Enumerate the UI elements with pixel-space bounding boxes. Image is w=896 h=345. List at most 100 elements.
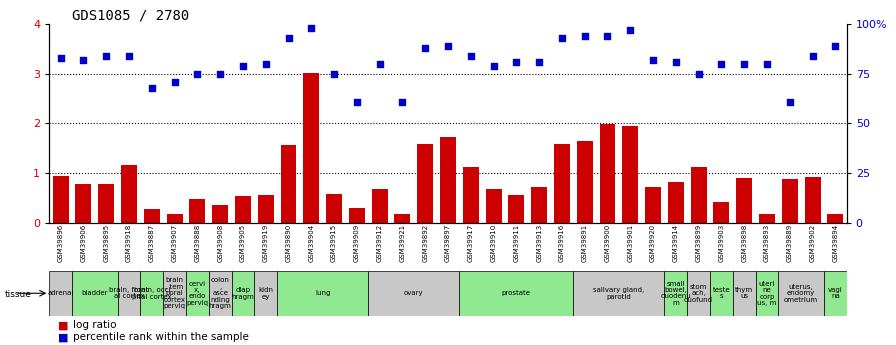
Point — [532, 59, 547, 65]
Text: percentile rank within the sample: percentile rank within the sample — [73, 332, 249, 342]
Text: GDS1085 / 2780: GDS1085 / 2780 — [72, 9, 189, 23]
Text: brain, occi
pital cortex: brain, occi pital cortex — [132, 287, 172, 299]
Point — [692, 71, 706, 77]
Point — [760, 61, 774, 67]
Text: cervi
x,
endo
perviq: cervi x, endo perviq — [186, 280, 209, 306]
FancyBboxPatch shape — [573, 271, 665, 316]
Bar — [121, 165, 137, 223]
FancyBboxPatch shape — [141, 271, 163, 316]
Text: GSM39888: GSM39888 — [194, 224, 201, 262]
Text: GSM39916: GSM39916 — [559, 224, 564, 262]
FancyBboxPatch shape — [687, 271, 710, 316]
Text: GSM39901: GSM39901 — [627, 224, 633, 262]
Text: GSM39895: GSM39895 — [103, 224, 109, 262]
Point — [327, 71, 341, 77]
Text: GSM39896: GSM39896 — [57, 224, 64, 262]
Bar — [326, 194, 342, 223]
Text: GSM39914: GSM39914 — [673, 224, 679, 262]
Text: GSM39921: GSM39921 — [400, 224, 405, 262]
Point — [806, 53, 820, 59]
Point — [623, 27, 637, 33]
Bar — [75, 184, 91, 223]
FancyBboxPatch shape — [209, 271, 231, 316]
Text: GSM39889: GSM39889 — [787, 224, 793, 262]
Text: log ratio: log ratio — [73, 320, 117, 330]
Bar — [737, 178, 752, 223]
Text: GSM39919: GSM39919 — [263, 224, 269, 262]
Text: GSM39892: GSM39892 — [422, 224, 428, 262]
Text: diap
hragm: diap hragm — [231, 287, 254, 299]
Text: GSM39903: GSM39903 — [719, 224, 724, 262]
Point — [828, 43, 842, 49]
Text: GSM39897: GSM39897 — [445, 224, 451, 262]
Text: salivary gland,
parotid: salivary gland, parotid — [593, 287, 644, 299]
FancyBboxPatch shape — [368, 271, 460, 316]
Text: GSM39904: GSM39904 — [308, 224, 314, 262]
FancyBboxPatch shape — [254, 271, 277, 316]
Text: kidn
ey: kidn ey — [258, 287, 273, 299]
Bar — [418, 144, 433, 223]
Point — [463, 53, 478, 59]
Text: GSM39912: GSM39912 — [376, 224, 383, 262]
FancyBboxPatch shape — [117, 271, 141, 316]
Text: vagi
na: vagi na — [828, 287, 843, 299]
Text: thym
us: thym us — [735, 287, 754, 299]
FancyBboxPatch shape — [72, 271, 117, 316]
Text: GSM39917: GSM39917 — [468, 224, 474, 262]
Bar — [258, 195, 273, 223]
FancyBboxPatch shape — [231, 271, 254, 316]
Text: GSM39915: GSM39915 — [332, 224, 337, 262]
Point — [281, 35, 296, 41]
Bar — [599, 124, 616, 223]
Point — [441, 43, 455, 49]
Text: GSM39887: GSM39887 — [149, 224, 155, 262]
Text: adrenal: adrenal — [47, 290, 73, 296]
Text: GSM39906: GSM39906 — [81, 224, 86, 262]
Text: brain
, tem
poral
cortex
perviq: brain , tem poral cortex perviq — [164, 277, 185, 309]
Bar — [805, 177, 821, 223]
Bar — [713, 202, 729, 223]
FancyBboxPatch shape — [710, 271, 733, 316]
Text: lung: lung — [315, 290, 331, 296]
Bar — [531, 187, 547, 223]
Bar — [235, 196, 251, 223]
Bar — [394, 214, 410, 223]
Point — [99, 53, 114, 59]
Bar — [782, 179, 797, 223]
Bar — [623, 126, 638, 223]
Text: tissue: tissue — [4, 290, 31, 299]
Text: GSM39907: GSM39907 — [172, 224, 177, 262]
Point — [54, 55, 68, 61]
Bar — [508, 195, 524, 223]
Point — [395, 99, 409, 104]
Bar — [304, 73, 319, 223]
Text: GSM39900: GSM39900 — [605, 224, 610, 262]
Text: GSM39905: GSM39905 — [240, 224, 246, 262]
Text: bladder: bladder — [82, 290, 108, 296]
Point — [259, 61, 273, 67]
Text: small
bowel,
duodenu
m: small bowel, duodenu m — [660, 280, 691, 306]
Bar — [645, 187, 661, 223]
FancyBboxPatch shape — [186, 271, 209, 316]
Text: GSM39909: GSM39909 — [354, 224, 360, 262]
FancyBboxPatch shape — [824, 271, 847, 316]
FancyBboxPatch shape — [779, 271, 824, 316]
Text: ■: ■ — [58, 320, 69, 330]
Text: stom
ach,
duofund: stom ach, duofund — [685, 284, 713, 303]
Text: GSM39893: GSM39893 — [764, 224, 770, 262]
Point — [168, 79, 182, 85]
FancyBboxPatch shape — [733, 271, 755, 316]
Bar — [691, 167, 707, 223]
Point — [578, 33, 592, 39]
Text: GSM39913: GSM39913 — [536, 224, 542, 262]
Bar — [554, 144, 570, 223]
FancyBboxPatch shape — [163, 271, 186, 316]
FancyBboxPatch shape — [755, 271, 779, 316]
Point — [737, 61, 752, 67]
Bar — [827, 214, 843, 223]
Point — [487, 63, 501, 69]
Text: GSM39894: GSM39894 — [832, 224, 839, 262]
Bar — [486, 189, 502, 223]
Point — [646, 57, 660, 63]
Bar — [349, 208, 365, 223]
